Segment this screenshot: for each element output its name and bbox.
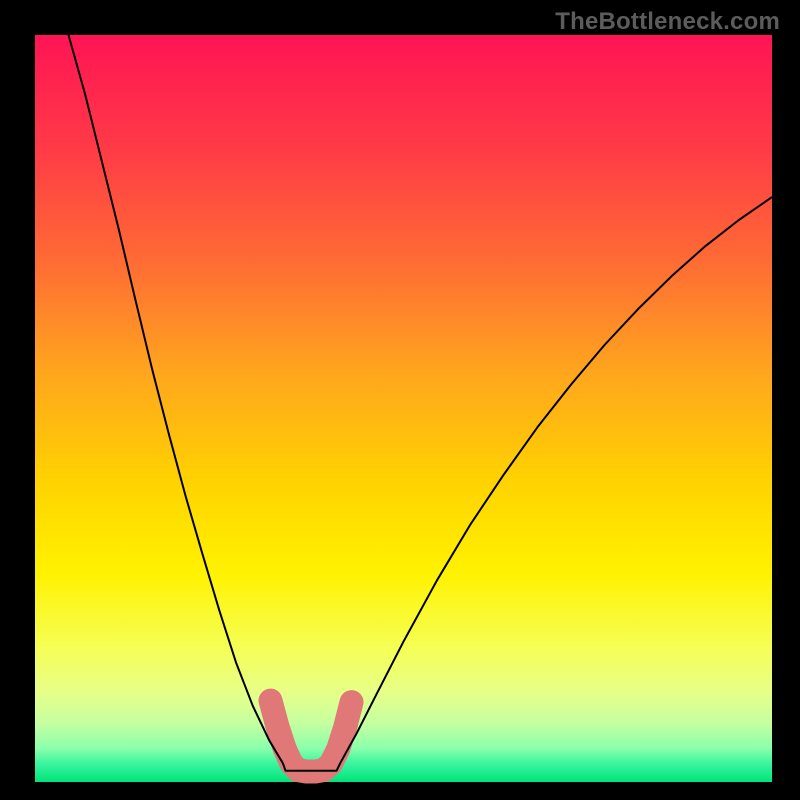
bottleneck-chart: { "canvas": { "width": 800, "height": 80… <box>0 0 800 800</box>
watermark-text: TheBottleneck.com <box>555 8 780 36</box>
plot-background-gradient <box>35 35 772 782</box>
